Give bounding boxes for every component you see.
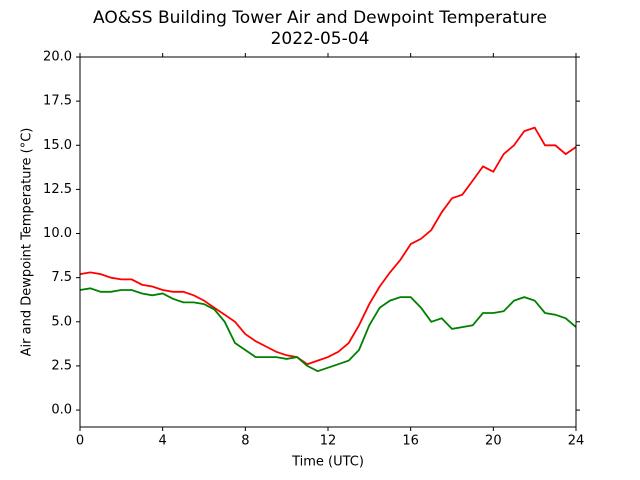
y-tick-label: 7.5: [51, 270, 72, 285]
chart-title: AO&SS Building Tower Air and Dewpoint Te…: [93, 8, 547, 28]
x-tick-label: 8: [241, 434, 249, 449]
x-tick-label: 16: [402, 434, 419, 449]
y-tick-label: 10.0: [43, 226, 72, 241]
x-tick-label: 20: [485, 434, 502, 449]
y-tick-label: 5.0: [51, 314, 72, 329]
x-axis-label: Time (UTC): [291, 455, 364, 470]
y-tick-label: 17.5: [43, 94, 72, 109]
x-tick-label: 4: [159, 434, 167, 449]
y-tick-label: 12.5: [43, 182, 72, 197]
y-axis-label: Air and Dewpoint Temperature (°C): [20, 128, 35, 357]
data-line: [79, 126, 577, 366]
y-tick-label: 20.0: [43, 50, 72, 65]
x-tick-label: 24: [568, 434, 585, 449]
x-tick-label: 12: [320, 434, 337, 449]
y-tick-label: 2.5: [51, 358, 72, 373]
y-tick-label: 0.0: [51, 403, 72, 418]
x-tick-label: 0: [76, 434, 84, 449]
chart-subtitle: 2022-05-04: [271, 29, 370, 49]
data-line: [79, 287, 577, 373]
y-tick-label: 15.0: [43, 138, 72, 153]
